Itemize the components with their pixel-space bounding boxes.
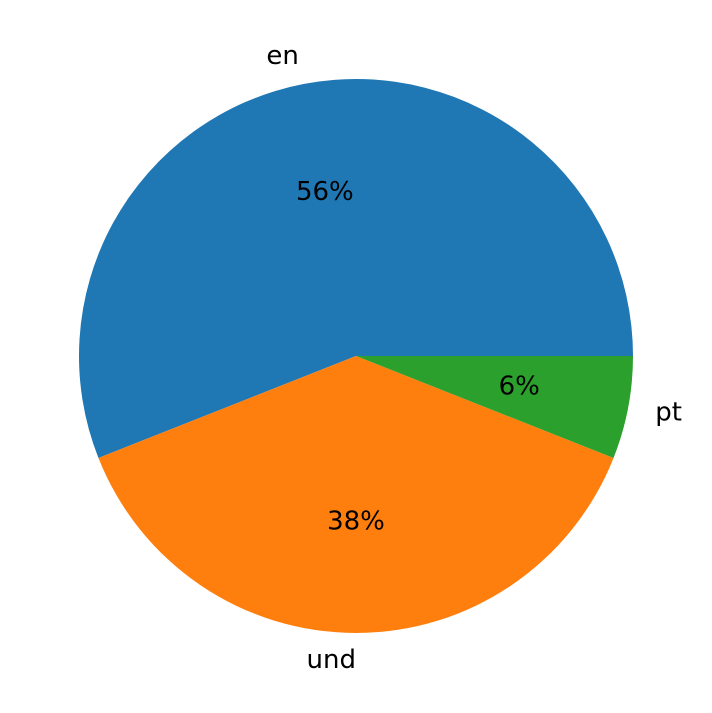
pie-slice: [98, 356, 614, 634]
slice-label: en: [266, 41, 298, 71]
slice-label: und: [307, 645, 356, 675]
pie-slice: [78, 78, 634, 458]
value-label: 38%: [327, 507, 385, 537]
pie-slice: [356, 356, 633, 458]
slice-label: pt: [655, 398, 682, 428]
value-label: 6%: [499, 372, 540, 402]
value-label: 56%: [296, 177, 354, 207]
